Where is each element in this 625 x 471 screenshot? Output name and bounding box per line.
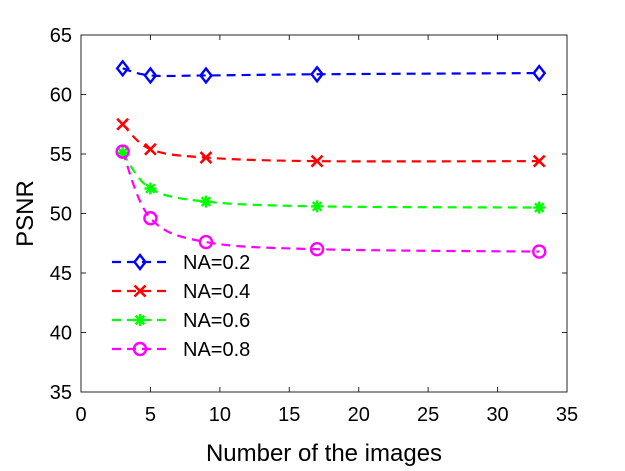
y-tick-label: 40 bbox=[50, 323, 72, 345]
y-tick-label: 60 bbox=[50, 85, 72, 107]
y-tick-label: 65 bbox=[50, 25, 72, 47]
data-point-3 bbox=[533, 201, 546, 214]
data-point-4 bbox=[143, 211, 158, 226]
legend-label-1: NA=0.2 bbox=[183, 252, 250, 274]
legend-marker-3 bbox=[134, 314, 146, 326]
data-point-2 bbox=[144, 142, 157, 156]
y-tick-label: 50 bbox=[50, 204, 72, 226]
legend-marker-4 bbox=[132, 341, 148, 357]
x-tick-label: 5 bbox=[145, 404, 156, 426]
x-axis-label: Number of the images bbox=[206, 440, 442, 467]
data-point-3 bbox=[144, 182, 157, 195]
series-line-1 bbox=[122, 67, 540, 78]
series-line-3 bbox=[121, 152, 540, 209]
data-point-4 bbox=[198, 234, 214, 250]
data-point-2 bbox=[116, 117, 130, 131]
data-point-2 bbox=[310, 154, 324, 168]
data-point-1 bbox=[143, 66, 158, 85]
x-tick-label: 30 bbox=[486, 404, 508, 426]
x-tick-label: 0 bbox=[75, 404, 86, 426]
legend-label-4: NA=0.8 bbox=[183, 339, 250, 361]
data-point-4 bbox=[115, 144, 130, 159]
data-point-1 bbox=[310, 65, 325, 84]
data-point-4 bbox=[309, 241, 325, 257]
y-tick-label: 45 bbox=[50, 263, 72, 285]
x-tick-label: 35 bbox=[556, 404, 578, 426]
y-tick-label: 35 bbox=[50, 382, 72, 404]
x-axis-ticks: 0 5 10 15 20 25 30 35 bbox=[75, 35, 578, 426]
y-axis-ticks: 35 40 45 50 55 60 65 bbox=[50, 25, 567, 404]
plot-frame bbox=[80, 34, 568, 393]
x-tick-label: 15 bbox=[278, 404, 300, 426]
data-point-2 bbox=[532, 154, 546, 168]
series-line-4 bbox=[121, 151, 540, 253]
y-axis-label: PSNR bbox=[12, 180, 39, 247]
data-point-2 bbox=[199, 151, 213, 164]
data-point-4 bbox=[532, 244, 547, 259]
legend-label-2: NA=0.4 bbox=[183, 281, 250, 303]
x-tick-label: 10 bbox=[209, 404, 231, 426]
y-tick-label: 55 bbox=[50, 144, 72, 166]
data-point-1 bbox=[198, 66, 213, 85]
data-point-1 bbox=[532, 64, 547, 83]
series-markers bbox=[115, 59, 547, 259]
legend-marker-1 bbox=[133, 253, 147, 271]
data-point-3 bbox=[199, 195, 212, 208]
x-tick-label: 20 bbox=[348, 404, 370, 426]
data-point-3 bbox=[311, 200, 324, 213]
data-point-1 bbox=[115, 59, 130, 78]
legend-marker-2 bbox=[133, 284, 147, 298]
legend: NA=0.2 NA=0.4 NA=0.6 NA=0.8 bbox=[112, 252, 250, 361]
plot-area bbox=[80, 34, 568, 393]
x-tick-label: 25 bbox=[417, 404, 439, 426]
legend-label-3: NA=0.6 bbox=[183, 310, 250, 332]
